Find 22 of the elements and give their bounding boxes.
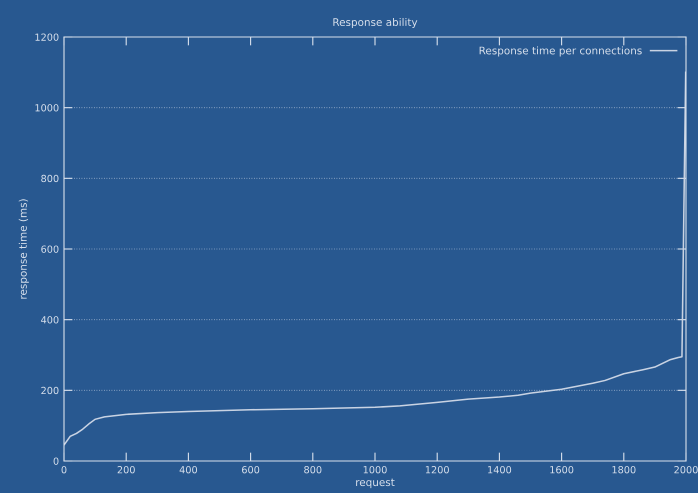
x-tick-label: 800 <box>304 466 322 474</box>
x-tick-label: 1200 <box>426 466 449 474</box>
x-tick-label: 600 <box>242 466 260 474</box>
y-tick-label: 0 <box>54 457 58 465</box>
x-tick-label: 1400 <box>488 466 512 474</box>
chart-title: Response ability <box>333 18 418 28</box>
y-axis-title: response time (ms) <box>18 199 29 299</box>
y-tick-label: 1000 <box>35 104 58 112</box>
x-tick-label: 2000 <box>674 466 698 474</box>
legend-label: Response time per connections <box>480 46 642 56</box>
x-tick-label: 1600 <box>550 466 574 474</box>
x-tick-label: 1000 <box>364 466 387 474</box>
y-tick-label: 1200 <box>35 33 58 41</box>
x-axis-title: request <box>356 478 395 488</box>
y-tick-label: 200 <box>41 386 58 394</box>
y-tick-label: 600 <box>41 245 58 253</box>
x-tick-label: 0 <box>62 466 66 474</box>
y-tick-label: 800 <box>41 174 58 182</box>
x-tick-label: 200 <box>118 466 135 474</box>
x-tick-label: 1800 <box>612 466 636 474</box>
y-tick-label: 400 <box>41 316 58 324</box>
x-tick-label: 400 <box>180 466 198 474</box>
